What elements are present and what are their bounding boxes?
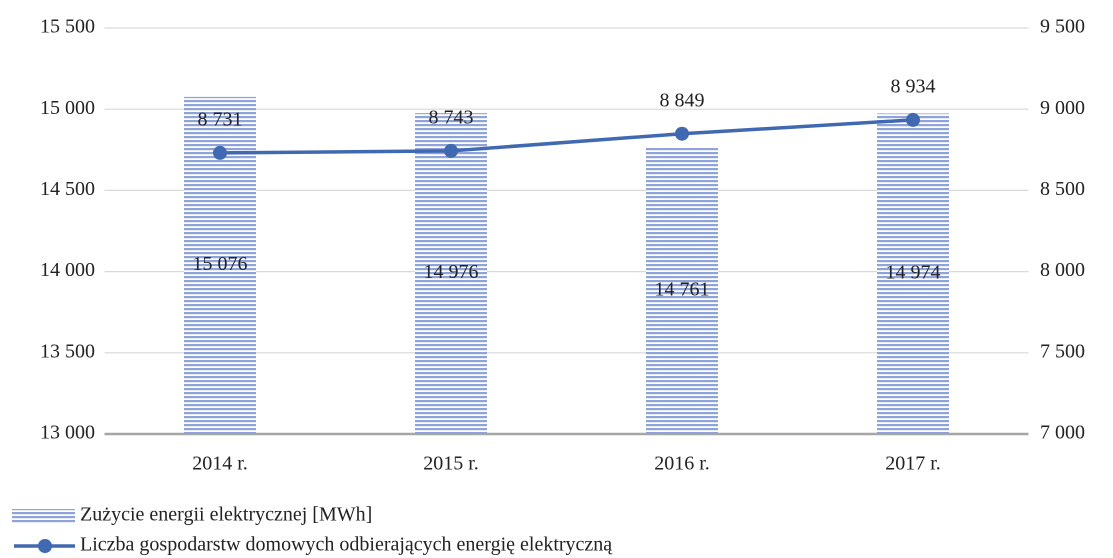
bar — [646, 148, 718, 434]
y-tick-label: 15 500 — [40, 16, 95, 38]
y-tick-label: 14 000 — [40, 259, 95, 281]
bar-value-label: 15 076 — [193, 253, 248, 275]
x-tick-label: 2017 r. — [885, 453, 941, 475]
y2-tick-label: 7 000 — [1040, 422, 1085, 444]
line-marker — [444, 143, 458, 158]
legend-swatch — [12, 509, 75, 523]
line-marker — [213, 145, 227, 160]
line-value-label: 8 743 — [429, 107, 474, 129]
bar-value-label: 14 761 — [655, 279, 710, 301]
x-tick-label: 2015 r. — [423, 453, 479, 475]
y-tick-label: 15 000 — [40, 97, 95, 119]
y2-tick-label: 9 500 — [1040, 16, 1085, 38]
y2-tick-label: 9 000 — [1040, 97, 1085, 119]
line-value-label: 8 731 — [198, 108, 243, 130]
x-tick-label: 2016 r. — [654, 453, 710, 475]
line-value-label: 8 934 — [891, 76, 936, 98]
y2-tick-label: 7 500 — [1040, 340, 1085, 362]
y-tick-label: 14 500 — [40, 178, 95, 200]
x-tick-label: 2014 r. — [192, 453, 248, 475]
legend-label: Zużycie energii elektrycznej [MWh] — [80, 504, 372, 526]
bar-value-label: 14 974 — [886, 261, 941, 283]
bar-value-label: 14 976 — [424, 261, 479, 283]
line-marker — [906, 112, 920, 127]
legend-label: Liczba gospodarstw domowych odbierającyc… — [80, 534, 613, 556]
line-marker — [675, 126, 689, 141]
line-value-label: 8 849 — [660, 89, 705, 111]
y2-tick-label: 8 500 — [1040, 178, 1085, 200]
y2-tick-label: 8 000 — [1040, 259, 1085, 281]
y-tick-label: 13 500 — [40, 340, 95, 362]
legend-marker — [38, 539, 52, 553]
line — [219, 118, 914, 155]
bar — [877, 113, 949, 435]
bar — [415, 113, 487, 435]
y-tick-label: 13 000 — [40, 422, 95, 444]
